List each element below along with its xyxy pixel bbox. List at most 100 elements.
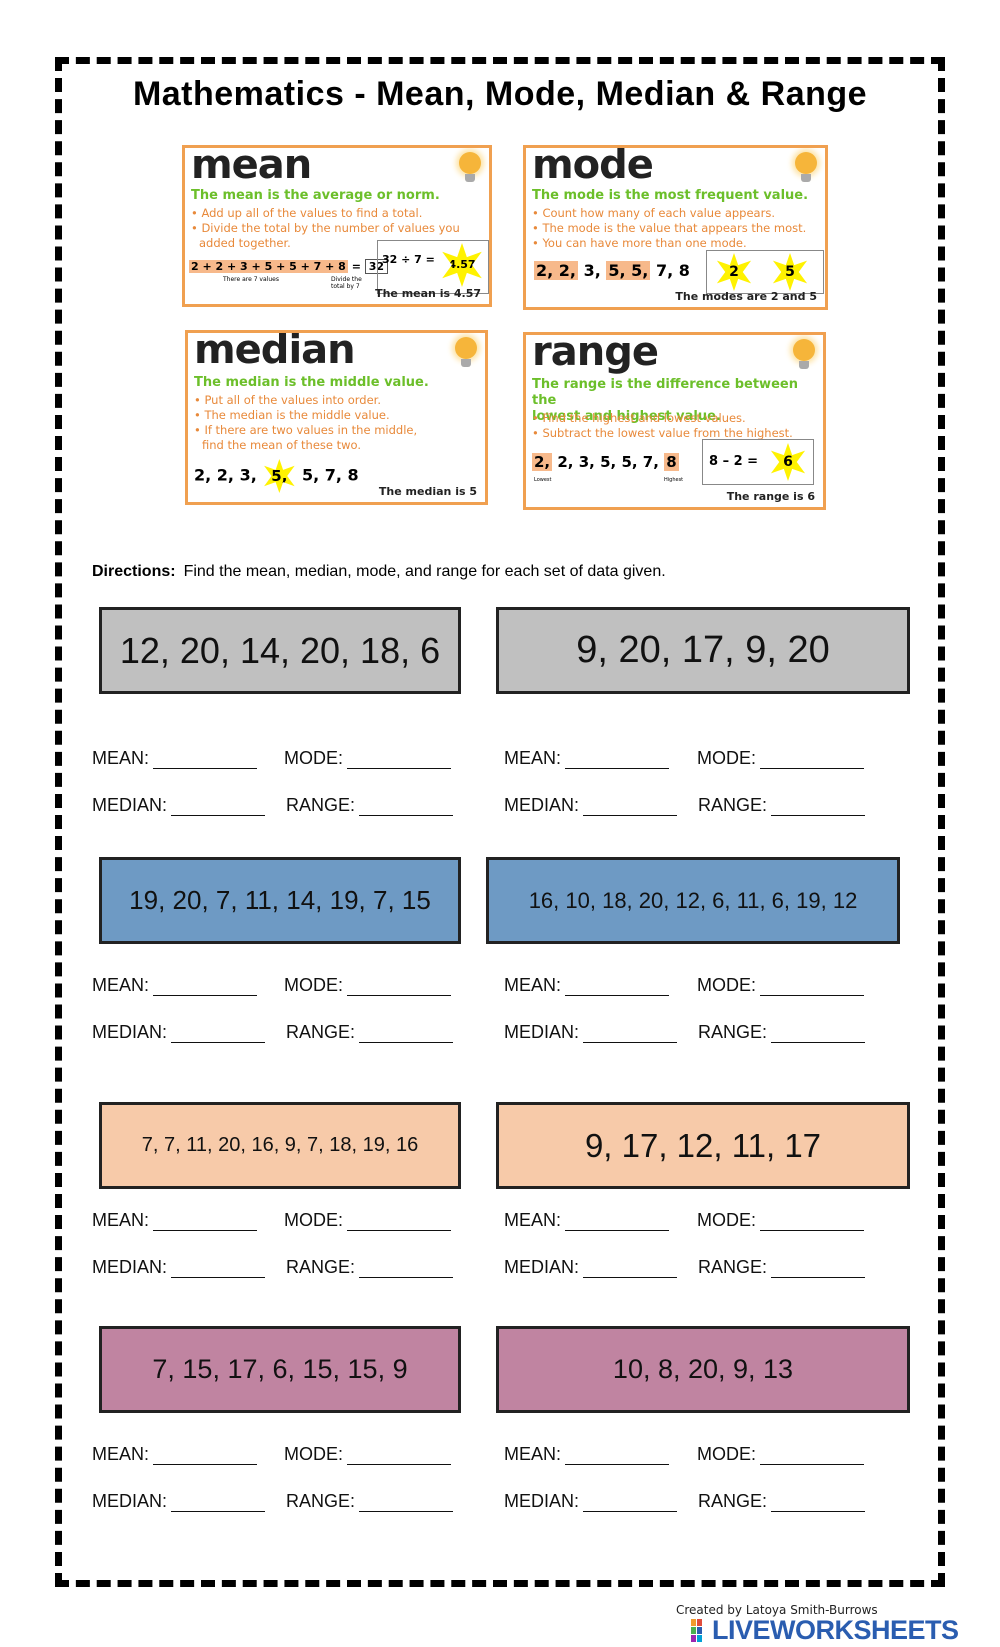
dataset-box-5: 7, 7, 11, 20, 16, 9, 7, 18, 19, 16 — [99, 1102, 461, 1189]
mode-answer-blank[interactable] — [760, 1212, 865, 1231]
dataset-box-3: 19, 20, 7, 11, 14, 19, 7, 15 — [99, 857, 461, 944]
dataset-box-1: 12, 20, 14, 20, 18, 6 — [99, 607, 461, 694]
mean-label: MEAN: — [92, 975, 150, 995]
median-label: MEDIAN: — [92, 795, 168, 815]
answer-median-set-8: MEDIAN: — [504, 1491, 678, 1512]
median-answer-blank[interactable] — [171, 1024, 266, 1043]
range-label: RANGE: — [286, 1491, 356, 1511]
answer-mode-set-8: MODE: — [697, 1444, 865, 1465]
mode-card-points: • Count how many of each value appears. … — [532, 206, 807, 250]
lightbulb-icon — [795, 152, 817, 182]
answer-median-set-5: MEDIAN: — [92, 1257, 266, 1278]
median-card: median The median is the middle value. •… — [185, 330, 488, 505]
directions: Directions: Find the mean, median, mode, … — [92, 563, 666, 581]
range-answer-blank[interactable] — [359, 1259, 454, 1278]
median-answer-blank[interactable] — [583, 1024, 678, 1043]
median-answer-blank[interactable] — [583, 797, 678, 816]
mean-answer-blank[interactable] — [153, 977, 258, 996]
median-answer-blank[interactable] — [171, 1493, 266, 1512]
mode-answer-blank[interactable] — [760, 1446, 865, 1465]
median-answer-blank[interactable] — [583, 1259, 678, 1278]
mean-answer-blank[interactable] — [565, 1446, 670, 1465]
range-answer-star: 6 — [770, 443, 806, 481]
mode-answer-blank[interactable] — [760, 977, 865, 996]
mean-label: MEAN: — [92, 1444, 150, 1464]
answer-median-set-6: MEDIAN: — [504, 1257, 678, 1278]
mode-card-lead: The mode is the most frequent value. — [532, 188, 809, 203]
range-card-sequence: 2, 2, 3, 5, 5, 7, 8 — [532, 453, 679, 471]
mean-answer-blank[interactable] — [153, 1212, 258, 1231]
mean-card-footer — [189, 295, 191, 301]
mean-answer-blank[interactable] — [153, 1446, 258, 1465]
mode-answer-blank[interactable] — [347, 750, 452, 769]
mode-label: MODE: — [697, 1444, 757, 1464]
answer-mean-set-3: MEAN: — [92, 975, 258, 996]
range-card-lead: The range is the difference between the … — [532, 377, 798, 424]
range-answer-blank[interactable] — [771, 797, 866, 816]
range-label: RANGE: — [698, 1257, 768, 1277]
range-label: RANGE: — [286, 1257, 356, 1277]
mean-answer-blank[interactable] — [565, 750, 670, 769]
median-card-title: median — [194, 330, 356, 373]
mean-card-title: mean — [191, 145, 312, 188]
median-star: 5, — [264, 459, 295, 493]
answer-median-set-4: MEDIAN: — [504, 1022, 678, 1043]
mode-label: MODE: — [284, 748, 344, 768]
median-card-result: The median is 5 — [378, 485, 477, 498]
mean-answer-blank[interactable] — [565, 1212, 670, 1231]
page-title: Mathematics - Mean, Mode, Median & Range — [132, 75, 868, 113]
mode-answer-blank[interactable] — [760, 750, 865, 769]
mean-label: MEAN: — [92, 748, 150, 768]
answer-mode-set-4: MODE: — [697, 975, 865, 996]
mode-answer-blank[interactable] — [347, 1446, 452, 1465]
mean-card-points: • Add up all of the values to find a tot… — [191, 206, 460, 250]
mean-note-divide: Divide the total by 7 — [331, 276, 362, 290]
range-label: RANGE: — [698, 1491, 768, 1511]
mode-card-title: mode — [532, 145, 654, 188]
median-answer-blank[interactable] — [583, 1493, 678, 1512]
range-answer-blank[interactable] — [359, 1493, 454, 1512]
dashed-border-frame — [55, 57, 945, 1587]
mean-answer-star: 4.57 — [442, 243, 482, 287]
mode-card-result: The modes are 2 and 5 — [675, 290, 817, 303]
mode-answer-box: 2 5 — [706, 250, 824, 294]
median-card-lead: The median is the middle value. — [194, 375, 429, 390]
answer-range-set-7: RANGE: — [286, 1491, 454, 1512]
answer-mode-set-3: MODE: — [284, 975, 452, 996]
directions-text: Find the mean, median, mode, and range f… — [183, 563, 666, 580]
range-answer-blank[interactable] — [771, 1024, 866, 1043]
range-answer-blank[interactable] — [771, 1259, 866, 1278]
mean-note-values: There are 7 values — [223, 276, 279, 283]
mean-label: MEAN: — [92, 1210, 150, 1230]
answer-mode-set-6: MODE: — [697, 1210, 865, 1231]
answer-median-set-1: MEDIAN: — [92, 795, 266, 816]
lightbulb-icon — [793, 339, 815, 369]
mean-label: MEAN: — [504, 1444, 562, 1464]
mean-answer-blank[interactable] — [153, 750, 258, 769]
answer-mean-set-4: MEAN: — [504, 975, 670, 996]
answer-range-set-8: RANGE: — [698, 1491, 866, 1512]
mean-card-sum: 2 + 2 + 3 + 5 + 5 + 7 + 8 = 32 — [189, 259, 389, 274]
median-label: MEDIAN: — [92, 1491, 168, 1511]
median-answer-blank[interactable] — [171, 797, 266, 816]
mode-label: MODE: — [697, 748, 757, 768]
mode-answer-blank[interactable] — [347, 977, 452, 996]
answer-mean-set-1: MEAN: — [92, 748, 258, 769]
range-label: RANGE: — [698, 1022, 768, 1042]
answer-median-set-2: MEDIAN: — [504, 795, 678, 816]
answer-range-set-1: RANGE: — [286, 795, 454, 816]
range-card: range The range is the difference betwee… — [523, 332, 826, 510]
range-answer-blank[interactable] — [359, 797, 454, 816]
answer-mean-set-6: MEAN: — [504, 1210, 670, 1231]
lightbulb-icon — [459, 152, 481, 182]
mean-label: MEAN: — [504, 748, 562, 768]
median-answer-blank[interactable] — [171, 1259, 266, 1278]
mean-card-result: The mean is 4.57 — [375, 287, 481, 300]
mean-answer-blank[interactable] — [565, 977, 670, 996]
answer-mean-set-5: MEAN: — [92, 1210, 258, 1231]
range-answer-blank[interactable] — [359, 1024, 454, 1043]
mode-label: MODE: — [697, 975, 757, 995]
mode-answer-blank[interactable] — [347, 1212, 452, 1231]
answer-median-set-7: MEDIAN: — [92, 1491, 266, 1512]
range-answer-blank[interactable] — [771, 1493, 866, 1512]
